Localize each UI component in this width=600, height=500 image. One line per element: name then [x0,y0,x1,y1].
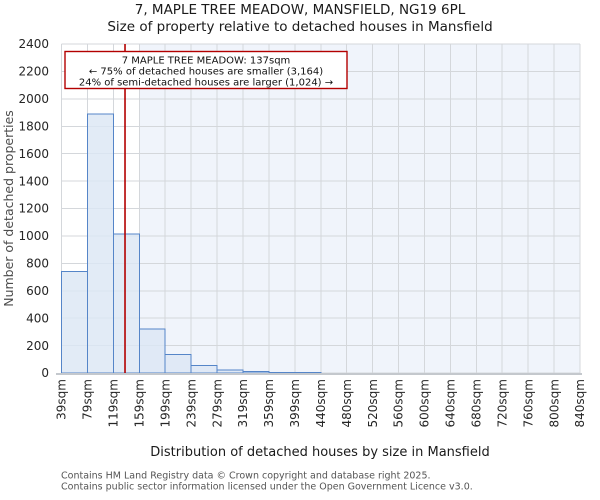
x-tick-label: 239sqm [184,379,198,427]
bar [216,369,244,374]
y-tick-label: 1600 [18,147,49,161]
annotation-line-3: 24% of semi-detached houses are larger (… [79,78,333,89]
bar [294,371,322,374]
x-tick-label: 840sqm [573,379,587,427]
annotation-line-1: 7 MAPLE TREE MEADOW: 137sqm [122,56,291,67]
y-axis-title: Number of detached properties [1,110,16,307]
x-tick-label: 199sqm [158,379,172,427]
y-tick-labels-group: 0 200 400 600 800 1000 1200 1400 1600 1800 2000 220… [18,37,49,380]
x-tick-label: 600sqm [418,379,432,427]
annotation-line-2: ← 75% of detached houses are smaller (3,… [89,67,323,78]
x-tick-label: 520sqm [366,379,380,427]
y-tick-label: 2200 [18,65,49,79]
x-tick-label: 640sqm [444,379,458,427]
x-tick-label: 39sqm [55,379,69,420]
bar [268,371,296,374]
footer-line-2: Contains public sector information licen… [61,482,473,493]
annotation-box: 7 MAPLE TREE MEADOW: 137sqm ← 75% of det… [64,50,348,90]
x-tick-label: 399sqm [288,379,302,427]
x-tick-label: 279sqm [210,379,224,427]
y-tick-label: 1800 [18,119,49,133]
y-tick-label: 800 [26,257,49,271]
y-tick-label: 1000 [18,229,49,243]
x-tick-label: 119sqm [107,379,121,427]
bar [190,364,218,374]
bars-group [61,113,322,374]
x-tick-label: 440sqm [314,379,328,427]
x-tick-label: 680sqm [470,379,484,427]
chart-title: 7, MAPLE TREE MEADOW, MANSFIELD, NG19 6P… [135,2,466,18]
footer-line-1: Contains HM Land Registry data © Crown c… [61,471,431,482]
x-tick-label: 560sqm [392,379,406,427]
y-tick-label: 200 [26,339,49,353]
x-tick-label: 159sqm [132,379,146,427]
bar [86,113,114,374]
x-tick-label: 359sqm [262,379,276,427]
y-tick-label: 1200 [18,202,49,216]
bar [164,353,192,374]
x-tick-label: 800sqm [547,379,561,427]
bar [242,370,270,374]
x-tick-label: 760sqm [521,379,535,427]
x-tick-label: 720sqm [495,379,509,427]
bar [112,233,140,374]
x-tick-label: 79sqm [81,379,95,420]
y-tick-label: 2400 [18,37,49,51]
y-tick-label: 400 [26,311,49,325]
x-tick-label: 319sqm [236,379,250,427]
x-tick-labels-group: 39sqm 79sqm 119sqm 159sqm 199sqm 239sqm 279sqm… [55,379,588,427]
y-tick-label: 1400 [18,174,49,188]
bar [61,271,88,374]
annotation-frame [64,50,348,90]
y-tick-label: 600 [26,284,49,298]
y-tick-label: 2000 [18,92,49,106]
x-tick-label: 480sqm [340,379,354,427]
chart-subtitle: Size of property relative to detached ho… [107,19,492,35]
bar [138,328,166,374]
y-tick-label: 0 [41,366,49,380]
x-axis-title: Distribution of detached houses by size … [150,445,489,460]
